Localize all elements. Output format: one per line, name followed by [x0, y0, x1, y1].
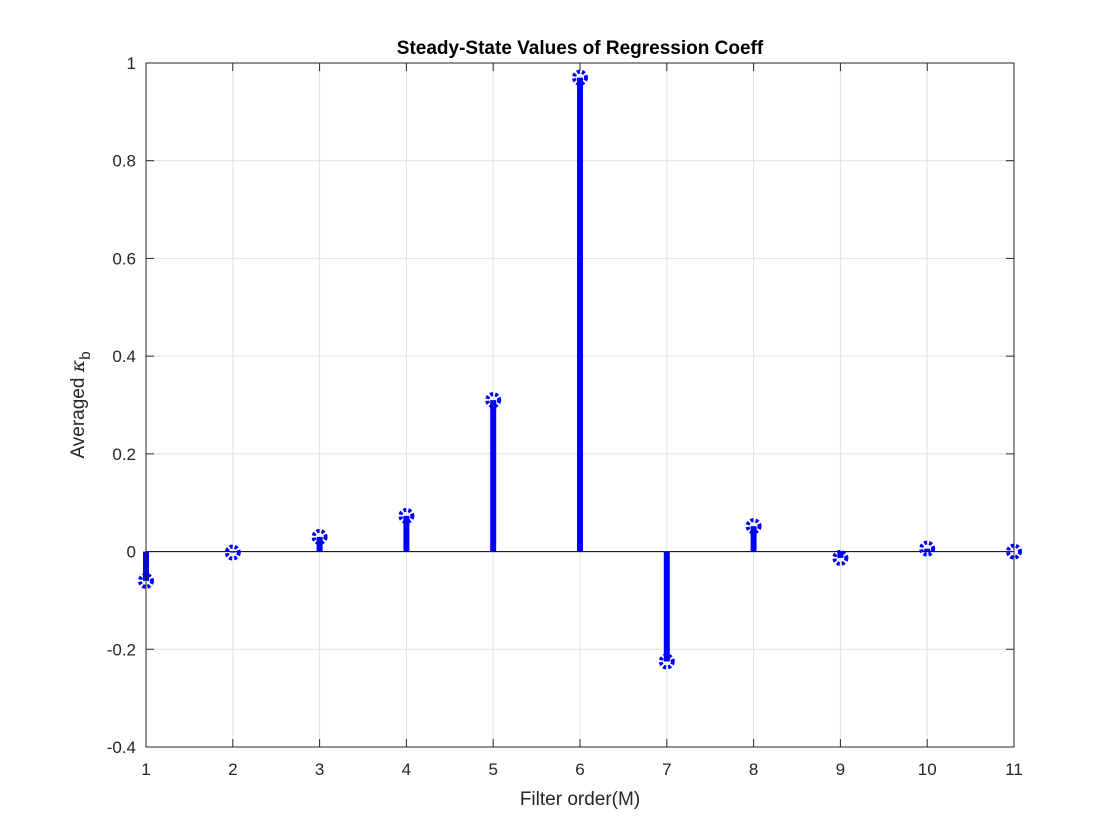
- y-tick-label: 1: [127, 54, 136, 73]
- y-axis-label-symbol: κ: [67, 359, 89, 373]
- y-tick-label: 0.4: [112, 347, 136, 366]
- x-tick-label: 11: [1005, 760, 1023, 779]
- x-tick-label: 8: [749, 760, 758, 779]
- y-tick-label: 0.8: [112, 152, 136, 171]
- y-tick-label: -0.2: [107, 640, 136, 659]
- stem-marker: [311, 528, 328, 545]
- stem-marker: [572, 69, 588, 86]
- x-tick-label: 5: [488, 760, 497, 779]
- y-axis-label: Averaged κb: [67, 351, 94, 458]
- x-tick-label: 1: [141, 760, 150, 779]
- y-axis-label-prefix: Averaged: [68, 372, 89, 458]
- y-tick-label: 0: [127, 543, 136, 562]
- stem-marker: [485, 392, 502, 409]
- stem-marker: [658, 653, 675, 670]
- stem-marker: [398, 507, 415, 524]
- x-tick-label: 4: [402, 760, 411, 779]
- stem-marker: [745, 518, 762, 535]
- y-tick-labels: -0.4 -0.2 0 0.2 0.4 0.6 0.8 1: [107, 54, 136, 757]
- x-tick-label: 3: [315, 760, 324, 779]
- x-tick-label: 2: [228, 760, 237, 779]
- y-tick-label: -0.4: [107, 738, 136, 757]
- stem-marker: [224, 544, 241, 561]
- y-tick-label: 0.6: [112, 249, 136, 268]
- stem-marker: [919, 540, 936, 557]
- x-tick-label: 6: [575, 760, 584, 779]
- x-tick-label: 10: [918, 760, 937, 779]
- x-axis-label: Filter order(M): [520, 789, 640, 810]
- y-axis-label-subscript: b: [77, 351, 94, 359]
- x-tick-label: 9: [836, 760, 845, 779]
- y-tick-label: 0.2: [112, 445, 136, 464]
- stems: [138, 69, 1022, 670]
- ticks: [145, 62, 1015, 748]
- stem-marker: [832, 549, 849, 566]
- chart-title: Steady-State Values of Regression Coeff: [397, 38, 764, 59]
- x-tick-label: 7: [662, 760, 671, 779]
- x-tick-labels: 1 2 3 4 5 6 7 8 9 10 11: [141, 760, 1023, 779]
